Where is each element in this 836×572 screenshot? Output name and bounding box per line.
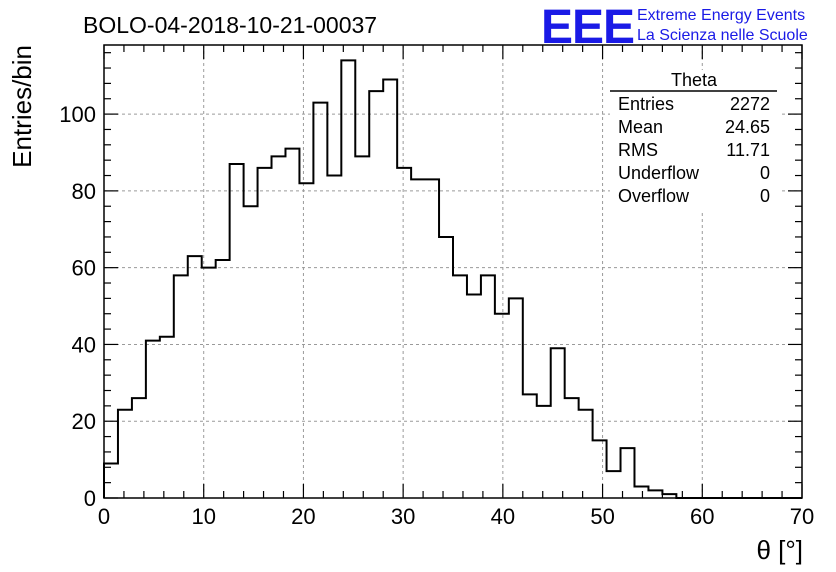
eee-logo-mark: EEE — [541, 1, 634, 54]
stats-rows: Entries 2272 Mean 24.65 RMS 11.71 Underflow 0 Ov… — [618, 94, 770, 206]
histogram-bin — [188, 256, 202, 498]
histogram-bin — [118, 410, 132, 498]
histogram-bin — [593, 440, 607, 498]
stats-row-label: RMS — [618, 140, 658, 160]
histogram-bin — [230, 164, 244, 498]
histogram-line — [103, 59, 802, 499]
histogram-bin — [146, 341, 160, 498]
histogram-bin — [634, 486, 648, 498]
histogram-bin — [258, 168, 272, 498]
histogram-bin — [621, 448, 635, 498]
histogram-bin — [397, 168, 411, 498]
x-tick-label: 50 — [590, 504, 614, 529]
y-tick-labels: 0 20 40 60 80 100 — [59, 102, 96, 511]
histogram-bin — [495, 314, 509, 498]
plot-frame — [103, 44, 803, 499]
x-tick-label: 40 — [491, 504, 515, 529]
histogram-bin — [537, 406, 551, 498]
run-title: BOLO-04-2018-10-21-00037 — [83, 12, 377, 38]
histogram-bin — [369, 91, 383, 498]
histogram-bin — [439, 237, 453, 498]
stats-row-value: 0 — [760, 163, 770, 183]
x-tick-label: 20 — [291, 504, 315, 529]
y-tick-label: 80 — [72, 179, 96, 204]
x-tick-label: 60 — [690, 504, 714, 529]
stats-box-background — [610, 70, 780, 210]
stats-row-value: 11.71 — [726, 140, 770, 160]
histogram-bin — [509, 298, 523, 498]
histogram-bin — [453, 275, 467, 498]
stats-row-value: 0 — [760, 186, 770, 206]
stats-row-label: Underflow — [618, 163, 700, 183]
histogram-bin — [523, 394, 537, 498]
x-tick-label: 10 — [191, 504, 215, 529]
stats-box-title: Theta — [671, 70, 718, 90]
histogram-bins — [104, 60, 676, 498]
y-tick-label: 20 — [72, 409, 96, 434]
stats-row-label: Entries — [618, 94, 674, 114]
y-axis-title: Entries/bin — [7, 45, 37, 168]
y-tick-label: 0 — [84, 486, 96, 511]
x-tick-label: 0 — [98, 504, 110, 529]
histogram-bin — [648, 490, 662, 498]
stats-row-value: 2272 — [730, 94, 770, 114]
stats-row-label: Mean — [618, 117, 663, 137]
histogram-bin — [327, 176, 341, 498]
histogram-bin — [467, 295, 481, 498]
eee-logo-line2: La Scienza nelle Scuole — [637, 27, 808, 44]
histogram-bin — [244, 206, 258, 498]
histogram-bin — [607, 471, 621, 498]
stats-box: Theta Entries 2272 Mean 24.65 RMS 11.71 Underf… — [610, 70, 780, 210]
histogram-bin — [341, 60, 355, 498]
x-tick-label: 30 — [391, 504, 415, 529]
histogram-bin — [160, 337, 174, 498]
histogram-bin — [355, 156, 369, 498]
histogram-bin — [174, 275, 188, 498]
stats-row-value: 24.65 — [725, 117, 770, 137]
stats-row-label: Overflow — [618, 186, 690, 206]
histogram-bin — [216, 260, 230, 498]
histogram-bin — [299, 183, 313, 498]
eee-logo: EEE Extreme Energy Events La Scienza nel… — [541, 1, 808, 54]
y-tick-label: 60 — [72, 256, 96, 281]
x-axis-title: θ [°] — [756, 535, 803, 565]
histogram-bin — [285, 149, 299, 498]
x-tick-labels: 0 10 20 30 40 50 60 70 — [98, 504, 814, 529]
histogram-bin — [104, 463, 118, 498]
y-tick-label: 100 — [59, 102, 96, 127]
histogram-bin — [132, 398, 146, 498]
histogram-bin — [383, 80, 397, 498]
histogram-bin — [579, 410, 593, 498]
histogram-bin — [411, 179, 425, 498]
histogram-bin — [272, 156, 286, 498]
histogram-bin — [425, 179, 439, 498]
eee-logo-line1: Extreme Energy Events — [637, 7, 805, 24]
x-tick-label: 70 — [790, 504, 814, 529]
histogram-bin — [565, 398, 579, 498]
histogram-bin — [313, 103, 327, 498]
histogram-bin — [481, 275, 495, 498]
histogram-bin — [551, 348, 565, 498]
y-tick-label: 40 — [72, 332, 96, 357]
